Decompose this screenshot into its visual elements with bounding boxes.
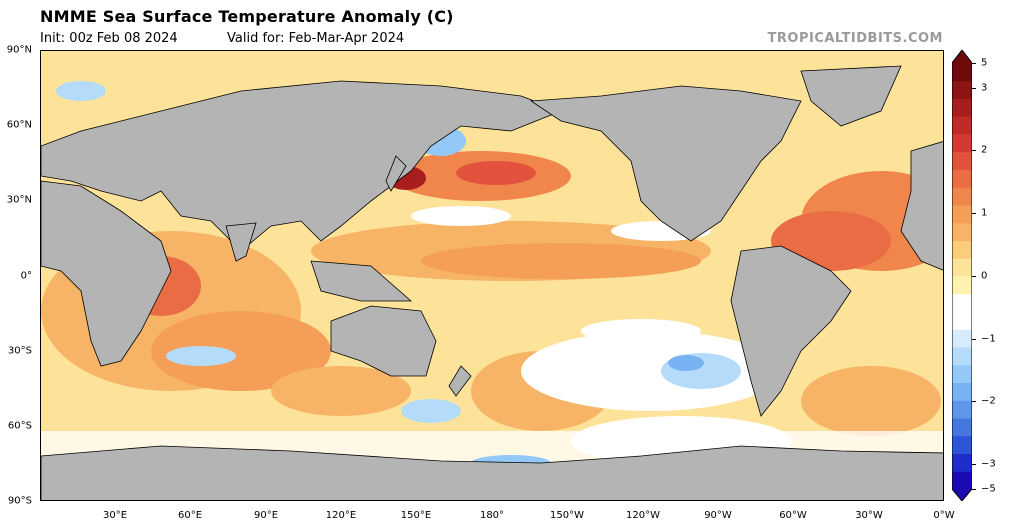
site-credit: TROPICALTIDBITS.COM [767,31,943,46]
colorbar-segment [952,435,972,454]
lon-label-120e: 120°E [325,510,357,521]
lat-label-0: 0° [20,270,32,282]
chart-title: NMME Sea Surface Temperature Anomaly (C) [40,7,454,26]
colorbar-segment [952,364,972,383]
lat-label-90s: 90°S [7,495,32,507]
lon-label-150e: 150°E [400,510,432,521]
colorbar-segment [952,116,972,135]
colorbar-segment [952,347,972,366]
colorbar-segment [952,98,972,117]
colorbar-segment [952,205,972,224]
lon-label-90e: 90°E [253,510,279,521]
colorbar-segment [952,134,972,153]
sst-anomaly-map [40,50,944,501]
map-canvas [41,51,943,500]
landmass-new-zealand [448,365,472,397]
cbar-tick [972,63,976,64]
colorbar-segment [952,80,972,99]
colorbar-segment [952,471,972,490]
colorbar-segment [952,311,972,330]
landmass-antarctica [41,445,943,500]
cbar-tick [972,213,976,214]
colorbar-segment [952,187,972,206]
lon-label-30w: 30°W [855,510,883,521]
cbar-tick [972,150,976,151]
lat-label-60s: 60°S [7,420,32,432]
landmass-europe-west [900,141,943,271]
lon-label-90w: 90°W [704,510,732,521]
colorbar-segment [952,222,972,241]
valid-period: Valid for: Feb-Mar-Apr 2024 [227,31,405,46]
colorbar-segment [952,329,972,348]
landmass-eurasia [41,80,563,252]
lon-label-60e: 60°E [177,510,203,521]
lon-label-60w: 60°W [779,510,807,521]
cbar-tick [972,489,976,490]
cbar-label-neg2: −2 [981,395,996,407]
landmass-greenland [800,65,902,127]
landmass-india [225,222,257,262]
landmass-africa [41,180,172,367]
landmass-indonesia [310,260,413,302]
colorbar [952,50,972,501]
landmass-australia [330,305,437,377]
lon-label-0w: 0°W [933,510,955,521]
lon-label-150w: 150°W [550,510,584,521]
cbar-tick [972,464,976,465]
colorbar-segment [952,276,972,295]
lat-label-30n: 30°N [6,194,32,206]
colorbar-segment [952,240,972,259]
cbar-tick [972,276,976,277]
cbar-label-neg1: −1 [981,333,996,345]
init-time: Init: 00z Feb 08 2024 [40,31,178,46]
cbar-label-neg5: −5 [981,483,996,495]
cbar-label-5: 5 [981,57,988,69]
colorbar-max-arrow [952,50,972,63]
cbar-label-2: 2 [981,144,988,156]
cbar-label-1: 1 [981,207,988,219]
colorbar-segment [952,382,972,401]
landmass-japan [385,155,407,192]
lon-label-180: 180° [479,510,505,521]
cbar-label-0: 0 [981,270,988,282]
cbar-tick [972,88,976,89]
land-masses [41,65,943,500]
colorbar-segment [952,63,972,82]
lat-label-60n: 60°N [6,119,32,131]
colorbar-segment [952,151,972,170]
colorbar-segment [952,293,972,312]
cbar-tick [972,339,976,340]
colorbar-min-arrow [952,489,972,501]
colorbar-segment [952,453,972,472]
cbar-tick [972,401,976,402]
landmass-south-america [730,245,852,417]
colorbar-segment [952,418,972,437]
landmass-north-america [529,85,802,242]
lat-label-90n: 90°N [6,44,32,56]
lat-label-30s: 30°S [7,345,32,357]
colorbar-segment [952,169,972,188]
lon-label-120w: 120°W [626,510,660,521]
lon-label-30e: 30°E [102,510,128,521]
cbar-label-3: 3 [981,82,988,94]
colorbar-segment [952,258,972,277]
cbar-label-neg3: −3 [981,458,996,470]
colorbar-segment [952,400,972,419]
